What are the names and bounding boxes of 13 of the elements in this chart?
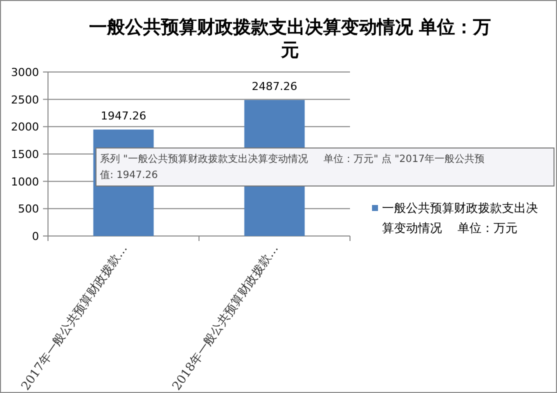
legend-label: 一般公共预算财政拨款支出决算变动情况 单位：万元	[382, 201, 538, 235]
y-tick-label: 1500	[11, 148, 39, 161]
chart-title: 一般公共预算财政拨款支出决算变动情况 单位：万元	[88, 17, 492, 61]
y-tick-label: 500	[18, 202, 39, 216]
y-tick-label: 1000	[11, 175, 39, 188]
annotation: 值: 1947.26	[100, 170, 158, 181]
y-tick-label: 2000	[11, 120, 39, 134]
y-tick-label: 3000	[11, 66, 39, 79]
data-label: 1947.26	[100, 110, 146, 123]
data-label: 2487.26	[252, 80, 298, 94]
annotation: 系列 "一般公共预算财政拨款支出决算变动情况 单位：万元" 点 "2017年一般公共预	[100, 153, 485, 165]
y-tick-label: 0	[32, 230, 39, 243]
y-tick-label: 2500	[11, 93, 39, 106]
